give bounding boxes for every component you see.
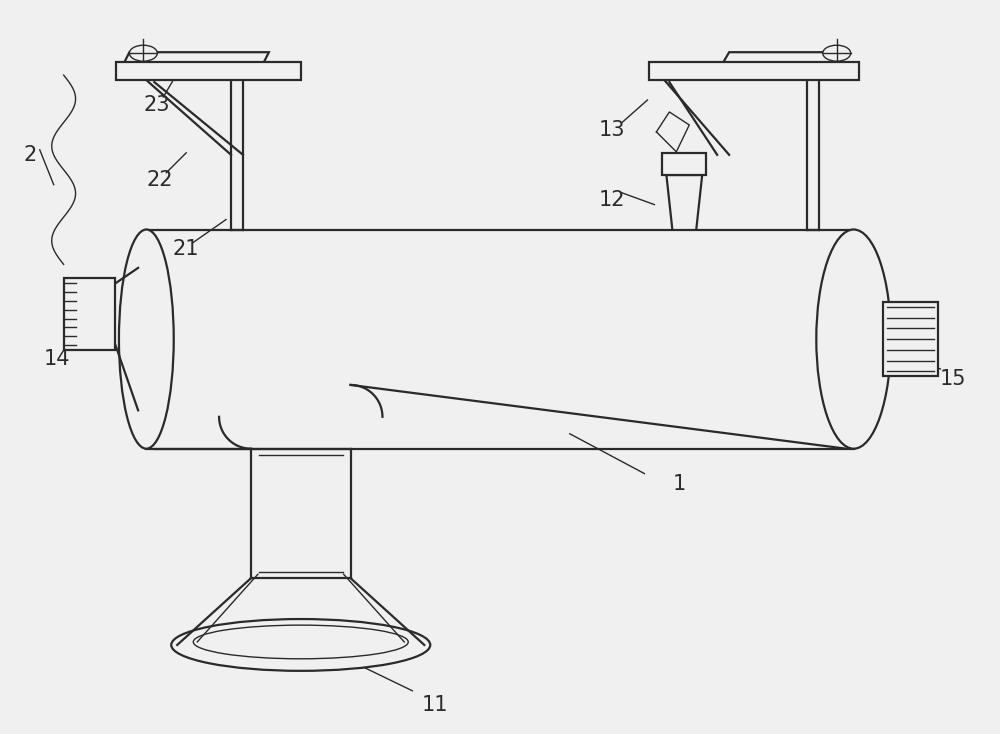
Text: 14: 14 bbox=[43, 349, 70, 369]
Ellipse shape bbox=[119, 230, 174, 448]
Ellipse shape bbox=[171, 619, 430, 671]
Bar bbox=[662, 153, 706, 175]
Bar bbox=[116, 62, 301, 80]
Ellipse shape bbox=[823, 46, 851, 61]
Text: 13: 13 bbox=[598, 120, 625, 140]
Text: 23: 23 bbox=[143, 95, 170, 115]
Bar bbox=[64, 278, 115, 350]
Bar bbox=[649, 62, 859, 80]
Ellipse shape bbox=[816, 230, 891, 448]
Text: 12: 12 bbox=[598, 189, 625, 210]
Text: 21: 21 bbox=[173, 239, 199, 259]
Bar bbox=[883, 302, 938, 377]
Text: 15: 15 bbox=[940, 369, 967, 389]
Polygon shape bbox=[116, 52, 269, 78]
Text: 1: 1 bbox=[673, 473, 686, 493]
Text: 2: 2 bbox=[23, 145, 36, 165]
Polygon shape bbox=[714, 52, 844, 78]
Text: 22: 22 bbox=[146, 170, 173, 189]
Ellipse shape bbox=[129, 46, 157, 61]
Ellipse shape bbox=[193, 625, 408, 659]
Text: 11: 11 bbox=[422, 694, 448, 715]
